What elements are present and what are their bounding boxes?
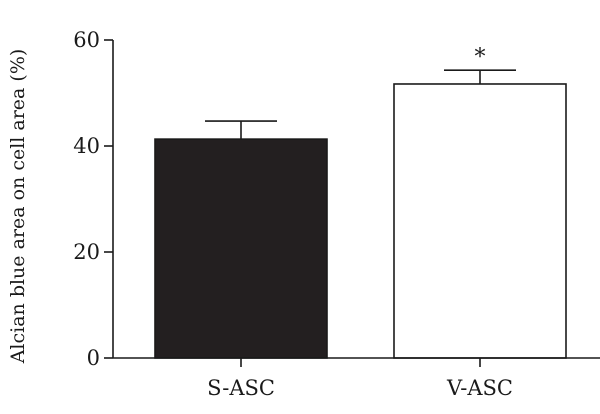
bar-v-asc bbox=[393, 83, 567, 359]
y-tick: 40 bbox=[73, 134, 113, 158]
x-axis-categories: S-ASC V-ASC bbox=[207, 358, 513, 400]
significance-marker: * bbox=[475, 45, 486, 70]
x-category-label: S-ASC bbox=[207, 376, 275, 400]
bar-s-asc bbox=[154, 138, 328, 359]
bar-group: * bbox=[393, 45, 567, 359]
y-tick-label: 0 bbox=[87, 346, 100, 370]
bars-layer: * bbox=[154, 45, 567, 359]
axes bbox=[112, 40, 600, 359]
y-axis-label: Alcian blue area on cell area (%) bbox=[7, 49, 29, 365]
y-tick-label: 40 bbox=[73, 134, 100, 158]
bar-group bbox=[154, 120, 328, 359]
x-category-label: V-ASC bbox=[446, 376, 513, 400]
x-category: V-ASC bbox=[446, 358, 513, 400]
x-category: S-ASC bbox=[207, 358, 275, 400]
y-tick-label: 20 bbox=[73, 240, 100, 264]
y-tick: 0 bbox=[87, 346, 113, 370]
y-tick-label: 60 bbox=[73, 28, 100, 52]
y-tick: 60 bbox=[73, 28, 113, 52]
y-axis-ticks: 0 20 40 60 bbox=[73, 28, 113, 370]
y-tick: 20 bbox=[73, 240, 113, 264]
